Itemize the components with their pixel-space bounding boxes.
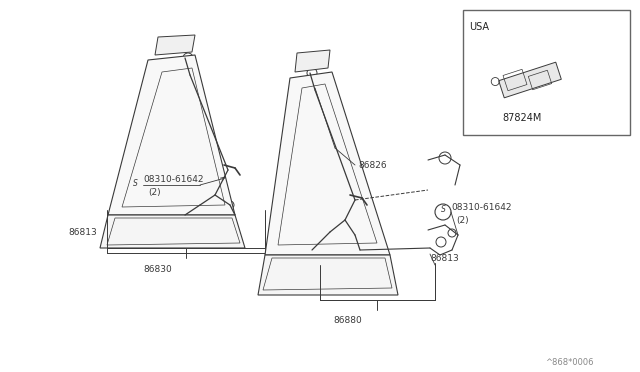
Polygon shape xyxy=(108,55,235,215)
Bar xyxy=(463,10,630,135)
Text: 86830: 86830 xyxy=(143,265,172,274)
Polygon shape xyxy=(295,50,330,72)
Polygon shape xyxy=(265,72,390,255)
Text: (2): (2) xyxy=(456,215,468,224)
Text: 86813: 86813 xyxy=(430,254,459,263)
Text: ^868*0006: ^868*0006 xyxy=(545,358,593,367)
Text: USA: USA xyxy=(469,22,489,32)
Text: (2): (2) xyxy=(148,189,161,198)
Text: 86880: 86880 xyxy=(333,316,362,325)
Text: S: S xyxy=(440,205,445,215)
Polygon shape xyxy=(258,255,398,295)
Text: 86826: 86826 xyxy=(358,160,387,170)
Text: 86813: 86813 xyxy=(68,228,97,237)
Text: 08310-61642: 08310-61642 xyxy=(143,176,204,185)
Text: 08310-61642: 08310-61642 xyxy=(451,203,511,212)
Polygon shape xyxy=(499,62,561,98)
Text: 87824M: 87824M xyxy=(502,113,541,123)
Text: S: S xyxy=(132,179,138,187)
Polygon shape xyxy=(100,215,245,248)
Polygon shape xyxy=(155,35,195,55)
